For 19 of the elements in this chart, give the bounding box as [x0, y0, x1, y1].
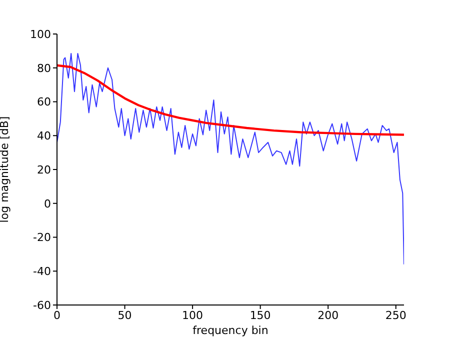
y-tick-label: 60	[37, 96, 51, 109]
x-tick-label: 200	[318, 308, 339, 322]
x-tick-label: 100	[182, 308, 204, 322]
y-tick-label: 40	[37, 130, 51, 143]
y-axis-title: log magnitude [dB]	[0, 116, 11, 223]
line-series	[57, 52, 404, 265]
y-tick-label: 20	[37, 163, 51, 176]
x-axis-title: frequency bin	[192, 324, 268, 337]
y-tick-label: -20	[33, 231, 51, 244]
y-tick-label: 0	[44, 197, 51, 210]
line-series	[57, 64, 404, 136]
x-tick-label: 0	[54, 308, 60, 322]
y-tick-label: 80	[37, 62, 51, 75]
y-tick-label: 100	[30, 28, 51, 41]
y-tick-label: -60	[33, 298, 51, 312]
y-tick-label: -40	[33, 265, 51, 278]
x-tick-label: 50	[118, 308, 132, 322]
x-tick-label: 150	[250, 308, 271, 322]
x-tick-label: 250	[385, 308, 406, 322]
